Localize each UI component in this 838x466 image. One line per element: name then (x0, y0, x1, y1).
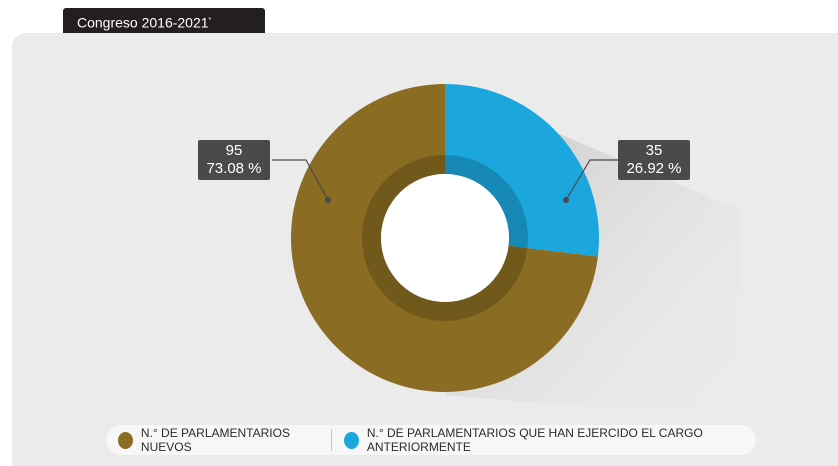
legend-label-anteriores: N.° DE PARLAMENTARIOS QUE HAN EJERCIDO E… (366, 426, 703, 454)
data-label-anteriores-value: 35 (645, 142, 663, 159)
legend-swatch-nuevos (118, 431, 133, 449)
legend-item-nuevos: N.° DE PARLAMENTARIOS NUEVOS (118, 426, 319, 454)
data-label-anteriores: 35 26.92 % (618, 140, 690, 180)
title-footnote-mark: * (208, 17, 212, 24)
data-label-nuevos-value: 95 (225, 142, 243, 159)
leader-dot-nuevos (325, 197, 331, 203)
leader-dot-anteriores (563, 197, 569, 203)
legend-label-nuevos: N.° DE PARLAMENTARIOS NUEVOS (140, 426, 290, 454)
data-label-anteriores-percent: 26.92 % (626, 160, 682, 177)
leader-line-anteriores (565, 159, 618, 201)
chart-title: Congreso 2016-2021* (63, 8, 265, 34)
donut-slices (290, 84, 599, 392)
donut-slice-nuevos (290, 84, 598, 392)
leader-line-nuevos (272, 159, 329, 201)
legend-swatch-anteriores (343, 431, 359, 449)
donut-slice-anteriores (445, 84, 599, 257)
legend-divider (330, 429, 332, 451)
legend-item-anteriores: N.° DE PARLAMENTARIOS QUE HAN EJERCIDO E… (343, 426, 756, 454)
data-label-nuevos: 95 73.08 % (198, 140, 270, 180)
chart-legend: N.° DE PARLAMENTARIOS NUEVOS N.° DE PARL… (106, 425, 756, 455)
donut-hole (381, 174, 509, 302)
data-label-nuevos-percent: 73.08 % (206, 160, 262, 177)
chart-title-text: Congreso 2016-2021 (77, 14, 209, 31)
